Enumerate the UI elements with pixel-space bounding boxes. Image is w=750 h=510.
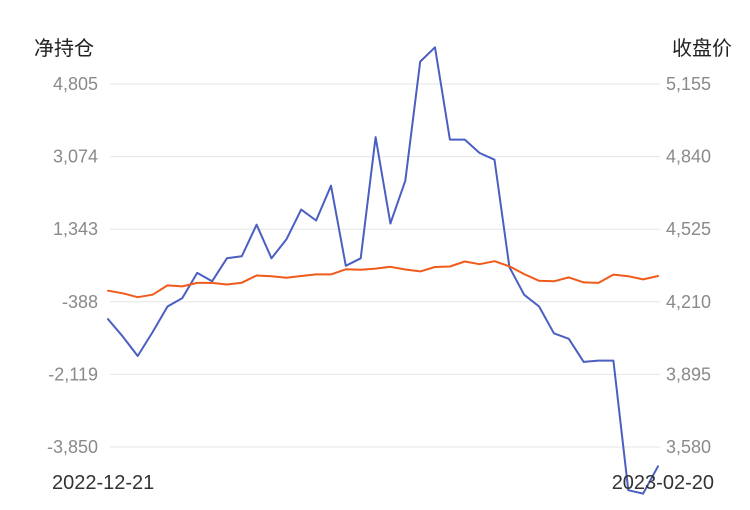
left-tick-label: -3,850 — [47, 437, 98, 457]
left-tick-label: 4,805 — [53, 74, 98, 94]
net-position-line — [107, 46, 659, 495]
left-tick-label: 1,343 — [53, 219, 98, 239]
left-tick-label: -2,119 — [48, 364, 98, 384]
right-tick-label: 3,580 — [666, 437, 711, 457]
right-tick-label: 4,525 — [666, 219, 711, 239]
x-end-label: 2023-02-20 — [612, 472, 714, 494]
right-axis-ticks: 5,155 4,840 4,525 4,210 3,895 3,580 — [666, 74, 711, 457]
left-tick-label: -388 — [62, 292, 98, 312]
left-tick-label: 3,074 — [53, 147, 98, 167]
right-tick-label: 4,210 — [666, 292, 711, 312]
gridlines — [110, 83, 660, 448]
left-axis-title: 净持仓 — [34, 36, 94, 60]
right-tick-label: 3,895 — [666, 364, 711, 384]
right-tick-label: 5,155 — [666, 74, 711, 94]
close-price-line — [107, 260, 659, 299]
x-start-label: 2022-12-21 — [52, 472, 154, 494]
right-tick-label: 4,840 — [666, 147, 711, 167]
left-axis-ticks: 4,805 3,074 1,343 -388 -2,119 -3,850 — [47, 74, 98, 457]
right-axis-title: 收盘价 — [672, 36, 732, 60]
series-lines — [107, 46, 659, 495]
